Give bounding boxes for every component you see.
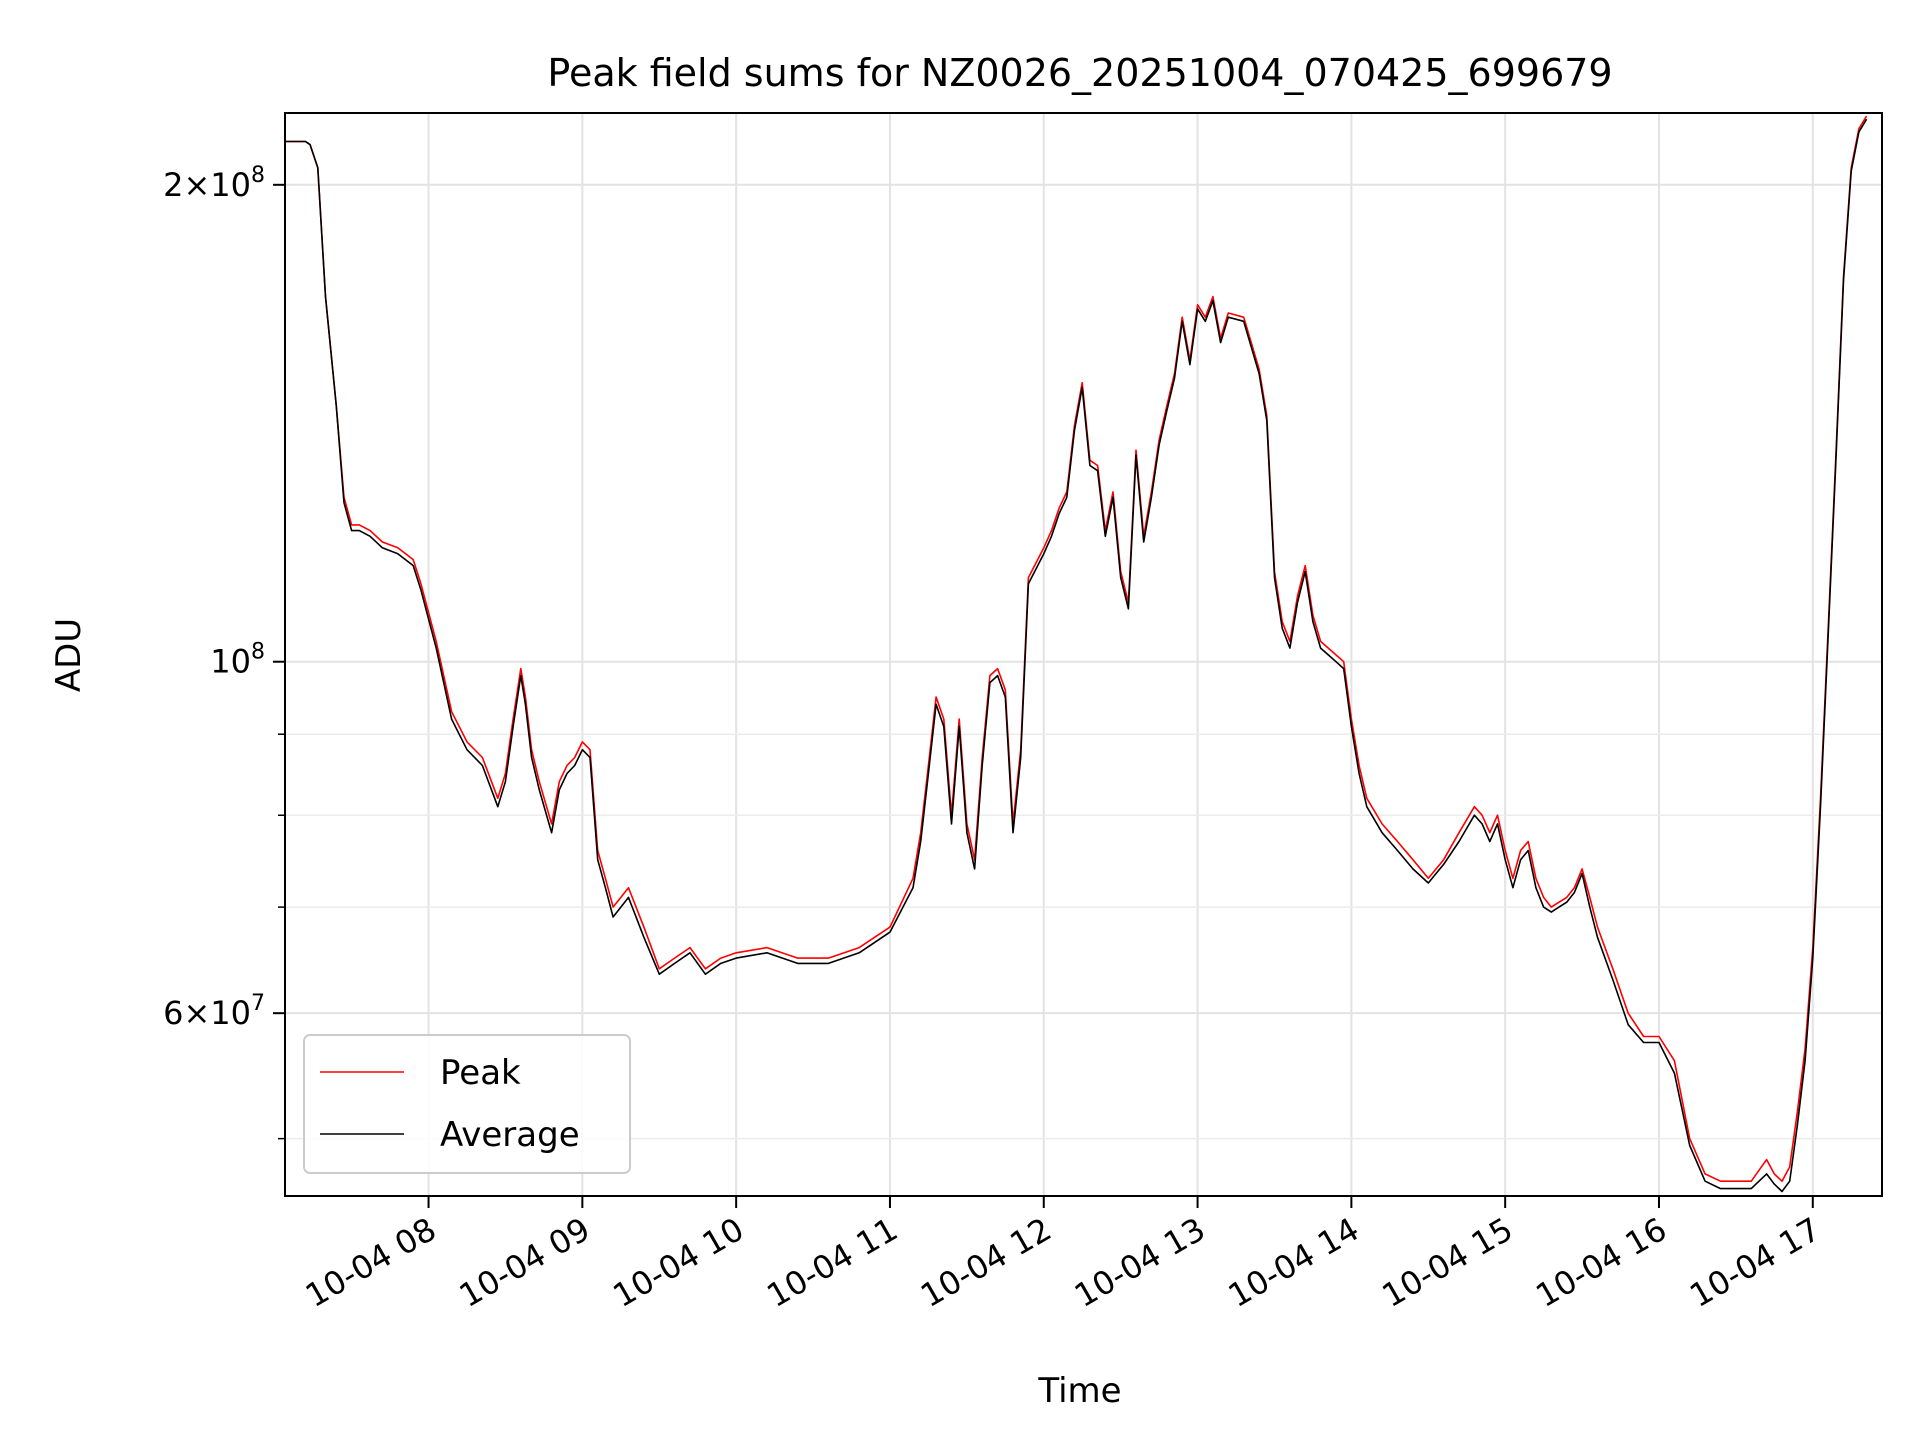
- plot-area-frame: [284, 112, 1883, 1197]
- legend-label-peak: Peak: [440, 1053, 521, 1093]
- series-line-average: [285, 118, 1868, 1193]
- y-axis-label: ADU: [49, 618, 89, 692]
- x-axis-label: Time: [1037, 1371, 1121, 1411]
- y-tick-label: 2×108: [163, 163, 265, 204]
- y-tick-label: 108: [210, 640, 265, 681]
- series-layer: [285, 115, 1868, 1193]
- legend-label-average: Average: [440, 1115, 580, 1155]
- legend-box: [303, 1034, 631, 1174]
- series-line-peak: [285, 115, 1868, 1182]
- chart-title: Peak field sums for NZ0026_20251004_0704…: [547, 51, 1612, 95]
- legend: Peak Average: [303, 1034, 631, 1174]
- y-tick-label: 6×107: [163, 991, 265, 1032]
- grid: [285, 113, 1882, 1196]
